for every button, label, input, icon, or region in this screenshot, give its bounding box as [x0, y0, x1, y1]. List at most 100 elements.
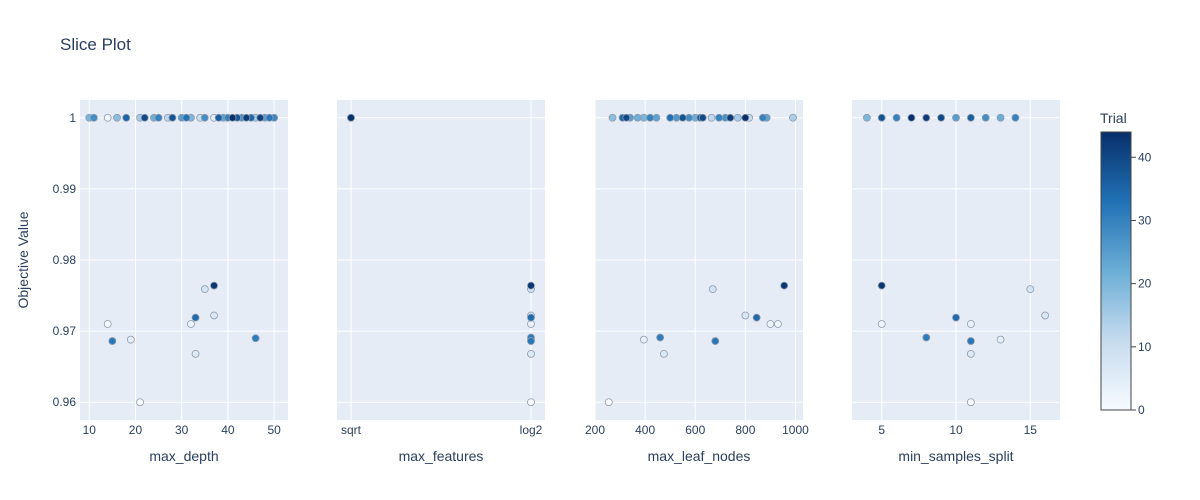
data-point [646, 113, 655, 122]
colorbar-gradient [1100, 131, 1132, 411]
data-point [103, 113, 112, 122]
data-point [210, 281, 218, 290]
data-point [907, 113, 916, 122]
data-point [711, 337, 720, 345]
data-point [708, 285, 717, 294]
x-tick-label: 10 [949, 423, 963, 437]
data-point [981, 113, 990, 122]
data-point [608, 113, 617, 122]
data-point [228, 113, 237, 122]
y-tick-label: 0.97 [53, 324, 77, 338]
data-point [527, 337, 535, 345]
y-tick-label: 0.99 [53, 182, 77, 196]
x-tick-label: sqrt [341, 423, 362, 437]
data-point [191, 313, 200, 322]
data-point [1026, 285, 1035, 294]
data-point [656, 333, 665, 342]
data-point [89, 113, 98, 122]
data-point [966, 337, 975, 345]
data-point [789, 113, 797, 122]
y-axis-label: Objective Value [15, 211, 31, 308]
x-axis-label: max_features [399, 448, 484, 464]
data-point [113, 113, 121, 122]
data-point [242, 113, 251, 122]
data-point [766, 320, 775, 328]
data-point [966, 398, 975, 407]
chart-title: Slice Plot [60, 35, 131, 54]
colorbar-tick-label: 0 [1138, 403, 1145, 417]
data-point [122, 113, 131, 122]
x-tick-label: 30 [175, 423, 189, 437]
data-point [265, 113, 274, 122]
colorbar: Trial 0 10 20 30 40 [1100, 110, 1152, 417]
data-point [1041, 311, 1050, 320]
data-point [527, 349, 535, 358]
data-point [168, 113, 177, 122]
x-tick-label: 10 [83, 423, 97, 437]
data-point [774, 320, 782, 328]
colorbar-tick-label: 10 [1138, 340, 1152, 354]
data-point [182, 113, 191, 122]
data-point [741, 113, 750, 122]
data-point [622, 113, 631, 122]
data-point [639, 335, 648, 344]
data-point [952, 313, 960, 322]
data-point [780, 281, 789, 290]
data-point [604, 398, 613, 407]
data-point [952, 113, 960, 122]
data-point [191, 349, 200, 358]
x-tick-label: 15 [1024, 423, 1038, 437]
data-point [966, 113, 975, 122]
data-point [154, 113, 163, 122]
x-axis-label: max_leaf_nodes [648, 448, 751, 464]
x-tick-label: 200 [585, 423, 605, 437]
data-point [966, 320, 975, 328]
x-tick-label: 400 [635, 423, 655, 437]
data-point [752, 313, 761, 322]
data-point [660, 349, 668, 358]
panels: 10 20 30 40 50 max_depth 0.96 0.97 0.98 0.99 1 sqrt… [53, 100, 1060, 464]
data-point [140, 113, 149, 122]
panel-max_depth: 10 20 30 40 50 max_depth 0.96 0.97 0.98 0.99 1 [53, 100, 288, 464]
y-tick-label: 0.96 [53, 395, 77, 409]
data-point [759, 113, 767, 122]
data-point [733, 113, 742, 122]
data-point [996, 335, 1005, 344]
colorbar-title: Trial [1100, 110, 1127, 126]
data-point [937, 113, 946, 122]
x-tick-label: 5 [878, 423, 885, 437]
x-axis-label: min_samples_split [898, 448, 1013, 464]
data-point [527, 281, 535, 290]
data-point [877, 281, 886, 290]
x-axis-label: max_depth [149, 448, 218, 464]
data-point [877, 320, 886, 328]
x-tick-label: 600 [685, 423, 705, 437]
data-point [996, 113, 1005, 122]
data-point [136, 398, 144, 407]
panel-max_leaf_nodes: 200 400 600 800 1000 max_leaf_nodes [585, 100, 809, 464]
data-point [527, 320, 535, 328]
data-point [108, 337, 117, 345]
x-tick-label: 40 [221, 423, 235, 437]
x-tick-label: 50 [267, 423, 281, 437]
data-point [715, 113, 723, 122]
data-point [726, 113, 735, 122]
data-point [698, 113, 707, 122]
data-point [666, 113, 675, 122]
data-point [922, 113, 931, 122]
data-point [922, 333, 931, 342]
data-point [187, 320, 195, 328]
y-tick-label: 1 [69, 111, 76, 125]
data-point [633, 113, 642, 122]
data-point [126, 335, 135, 344]
data-point [1011, 113, 1020, 122]
x-tick-label: log2 [520, 423, 543, 437]
data-point [200, 113, 209, 122]
data-point [892, 113, 901, 122]
data-point [527, 398, 535, 407]
data-point [256, 113, 265, 122]
panel-max_features: sqrt log2 max_features [337, 100, 545, 464]
data-point [200, 285, 209, 294]
data-point [966, 349, 975, 358]
data-point [251, 334, 260, 343]
